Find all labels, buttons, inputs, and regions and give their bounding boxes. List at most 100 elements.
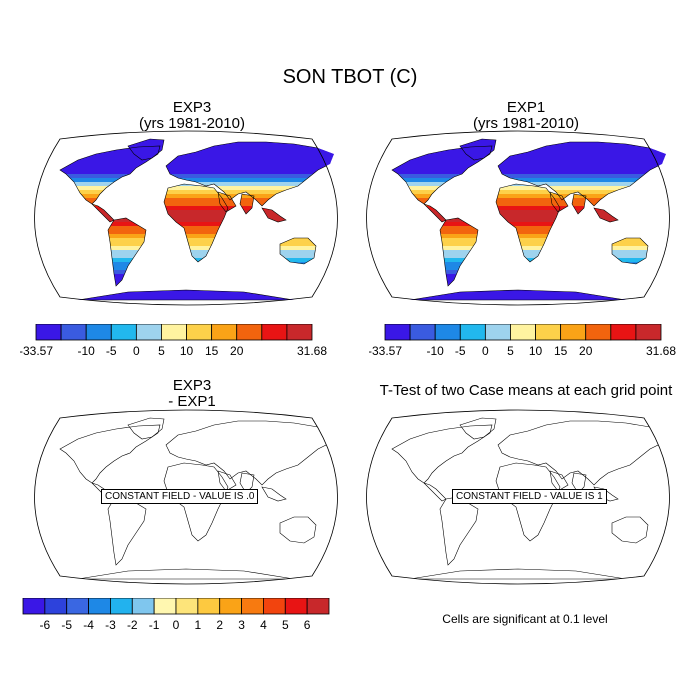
- panel-subtitle-line: (yrs 1981-2010): [139, 115, 245, 132]
- colorbar-tick-label: -5: [61, 618, 72, 632]
- colorbar-tick-label: 15: [205, 344, 219, 358]
- colorbar-tick-label: 2: [216, 618, 223, 632]
- colorbar-tick-label: -33.57: [20, 344, 53, 358]
- coastline-india: [239, 193, 255, 215]
- coastline-arabia: [217, 470, 237, 492]
- colorbar-tick-label: 4: [260, 618, 267, 632]
- colorbar-tick-label: 20: [579, 344, 593, 358]
- colorbar-swatch: [22, 598, 46, 615]
- colorbar-tick-label: -33.57: [369, 344, 402, 358]
- coastline-arabia: [217, 191, 237, 213]
- colorbar-swatch: [560, 324, 587, 341]
- coastline-seAsia: [261, 207, 287, 223]
- colorbar-swatch: [286, 324, 313, 341]
- coastline-seAsia: [593, 207, 619, 223]
- coastline-northAmerica: [59, 145, 161, 205]
- coastline-greenland: [127, 417, 165, 440]
- coastline-greenland: [127, 138, 165, 161]
- colorbar-tick-label: 5: [282, 618, 289, 632]
- colorbar-swatch: [175, 598, 199, 615]
- colorbar-tick-label: 15: [554, 344, 568, 358]
- coastline-southAmerica: [439, 217, 479, 287]
- colorbar-tick-label: 0: [173, 618, 180, 632]
- colorbar-tick-label: 10: [180, 344, 194, 358]
- colorbar-swatch: [610, 324, 637, 341]
- colorbar-tick-label: 5: [158, 344, 165, 358]
- coastline-australia: [611, 516, 649, 544]
- colorbar-difference: -6 -5 -4 -3 -2 -1 0 1 2 3 4 5 6: [22, 598, 330, 632]
- coastlines: [59, 417, 335, 580]
- map-exp1: [366, 130, 670, 306]
- coastline-northAmerica: [391, 424, 493, 484]
- colorbar-tick-label: 1: [195, 618, 202, 632]
- colorbar-tick-label: 0: [482, 344, 489, 358]
- panel-title-diff: EXP3 - EXP1: [112, 378, 272, 410]
- colorbar-tick-label: -6: [40, 618, 51, 632]
- map-border: [366, 130, 670, 306]
- coastline-southAmerica: [439, 496, 479, 566]
- colorbar-tick-label: -3: [105, 618, 116, 632]
- colorbar-swatch: [241, 598, 264, 615]
- panel-subtitle-line: - EXP1: [168, 393, 216, 410]
- colorbar-tick-label: -5: [455, 344, 466, 358]
- colorbar-swatch: [306, 598, 330, 615]
- colorbar-tick-label: 5: [507, 344, 514, 358]
- colorbar-swatch: [384, 324, 411, 341]
- constant-field-label-diff: CONSTANT FIELD - VALUE IS .0: [101, 489, 259, 504]
- coastline-southAmerica: [107, 496, 147, 566]
- colorbar-swatch: [219, 598, 242, 615]
- colorbar-tick-label: -10: [427, 344, 445, 358]
- colorbar-swatch: [211, 324, 238, 341]
- map-border: [34, 409, 338, 585]
- colorbar-swatch: [35, 324, 62, 341]
- coastline-africa: [163, 183, 229, 263]
- coastline-eurasia: [497, 420, 667, 486]
- colorbar-swatch: [484, 324, 511, 341]
- colorbar-swatch: [261, 324, 288, 341]
- coastline-eurasia: [497, 141, 667, 207]
- colorbar-tick-label: 10: [529, 344, 543, 358]
- colorbar-tick-label: -10: [78, 344, 96, 358]
- coastline-greenland: [459, 417, 497, 440]
- colorbar-swatch: [44, 598, 68, 615]
- colorbar-swatch: [110, 324, 137, 341]
- colorbar-swatch: [585, 324, 612, 341]
- figure-title: SON TBOT (C): [282, 66, 418, 88]
- colorbar-tick-label: 31.68: [646, 344, 676, 358]
- coastline-eurasia: [165, 420, 335, 486]
- constant-field-label-ttest: CONSTANT FIELD - VALUE IS 1: [452, 489, 607, 504]
- coastline-seAsia: [261, 486, 287, 502]
- colorbar-swatch: [85, 324, 112, 341]
- coastline-australia: [279, 237, 317, 265]
- colorbar-swatch: [110, 598, 133, 615]
- colorbar-swatch: [186, 324, 213, 341]
- coastline-antarctica: [409, 568, 627, 580]
- colorbar-swatch: [635, 324, 662, 341]
- colorbar-tick-label: 20: [230, 344, 244, 358]
- colorbar-tick-label: 0: [133, 344, 140, 358]
- colorbar-swatch: [161, 324, 187, 341]
- map-exp3: [34, 130, 338, 306]
- significance-note: Cells are significant at 0.1 level: [442, 612, 608, 626]
- coastline-arabia: [549, 191, 569, 213]
- panel-title-exp3: EXP3 (yrs 1981-2010): [112, 100, 272, 132]
- coastline-india: [571, 193, 587, 215]
- coastline-antarctica: [77, 568, 295, 580]
- map-border: [34, 130, 338, 306]
- coastline-antarctica: [77, 289, 295, 301]
- colorbar-tick-label: 3: [238, 618, 245, 632]
- colorbar-swatch: [135, 324, 162, 341]
- colorbar-swatch: [459, 324, 486, 341]
- coastline-antarctica: [409, 289, 627, 301]
- colorbar-tick-label: 6: [304, 618, 311, 632]
- coastline-arabia: [549, 470, 569, 492]
- colorbar-swatch: [88, 598, 111, 615]
- coastline-northAmerica: [391, 145, 493, 205]
- coastline-northAmerica: [59, 424, 161, 484]
- colorbar-swatch: [60, 324, 87, 341]
- coastlines: [391, 138, 667, 301]
- colorbar-swatch: [131, 598, 155, 615]
- colorbar-tick-label: -2: [127, 618, 138, 632]
- coastline-greenland: [459, 138, 497, 161]
- colorbar-tick-label: -5: [106, 344, 117, 358]
